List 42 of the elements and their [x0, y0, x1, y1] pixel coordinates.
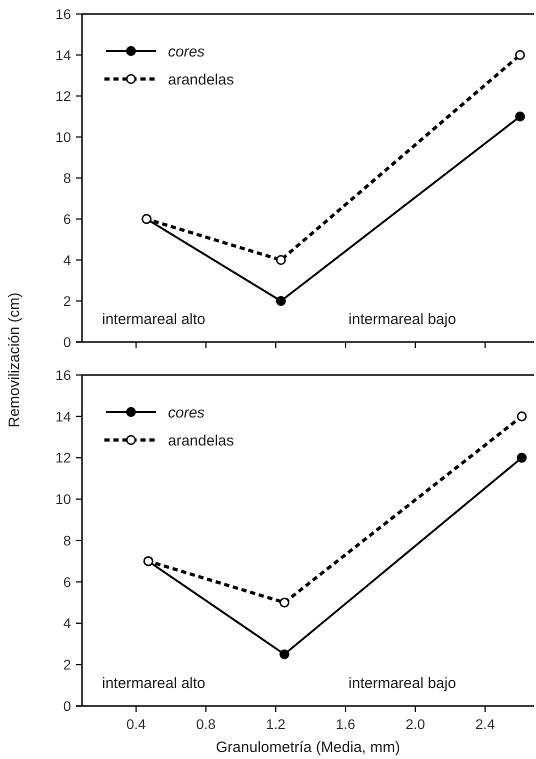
y-tick-label: 10: [55, 491, 72, 508]
x-tick-label: 0.8: [196, 716, 216, 732]
annotation: intermareal alto: [102, 311, 206, 328]
x-axis-title: Granulometría (Media, mm): [216, 739, 400, 756]
point: [276, 255, 286, 265]
point: [279, 649, 290, 660]
x-tick-label: 0.4: [126, 716, 146, 732]
y-tick-label: 14: [55, 408, 72, 424]
y-tick-label: 4: [63, 252, 72, 268]
x-tick-label: 2.0: [406, 716, 426, 732]
annotation: intermareal bajo: [348, 675, 456, 692]
point: [516, 411, 527, 422]
legend-label: arandelas: [168, 71, 234, 88]
y-tick-label: 8: [63, 170, 72, 186]
point: [515, 50, 525, 60]
point: [515, 112, 525, 122]
y-tick-label: 16: [55, 6, 72, 22]
x-tick-label: 1.2: [266, 716, 286, 732]
legend-label: arandelas: [168, 432, 234, 450]
y-tick-label: 2: [63, 292, 72, 309]
x-tick-label: 1.6: [336, 716, 356, 732]
y-tick-label: 2: [63, 656, 72, 673]
point: [276, 296, 286, 306]
y-tick-label: 0: [63, 698, 72, 714]
point: [279, 598, 290, 608]
annotation: intermareal bajo: [348, 311, 456, 328]
legend-label: cores: [168, 404, 206, 422]
y-tick-label: 12: [55, 450, 72, 466]
y-tick-label: 10: [55, 128, 72, 145]
y-tick-label: 6: [63, 574, 72, 590]
y-tick-label: 8: [63, 532, 72, 548]
y-tick-label: 6: [63, 210, 72, 227]
y-tick-label: 16: [55, 366, 72, 383]
y-tick-label: 14: [55, 46, 72, 63]
annotation: intermareal alto: [102, 675, 206, 692]
y-axis-title: Removilización (cm): [6, 292, 23, 428]
x-tick-label: 2.4: [475, 716, 496, 732]
legend-label: cores: [168, 43, 206, 60]
point: [516, 452, 527, 463]
y-tick-label: 12: [55, 88, 72, 104]
y-tick-label: 4: [63, 615, 72, 632]
y-tick-label: 0: [63, 334, 72, 350]
